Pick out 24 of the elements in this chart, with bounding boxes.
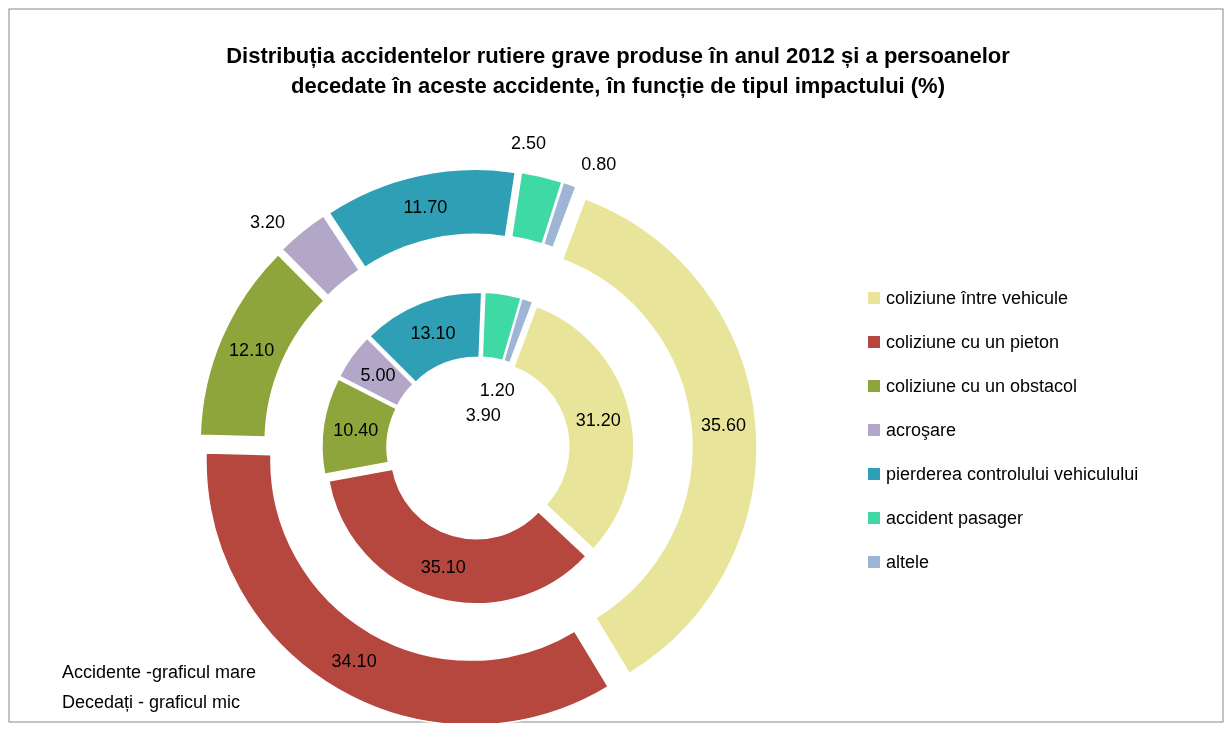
legend-label: altele [886,552,930,572]
data-label: 2.50 [511,133,547,154]
data-label: 31.20 [575,409,621,430]
data-label: 0.80 [581,153,617,174]
data-label: 11.70 [403,197,448,218]
legend-label: coliziune cu un pieton [886,332,1060,352]
legend-label: acroşare [886,420,957,440]
data-label: 35.10 [420,556,466,577]
text: Decedați - graficul mic [62,692,241,712]
data-label: 3.90 [465,405,501,426]
legend-label: pierderea controlului vehiculului [886,464,1139,484]
data-label: 1.20 [479,380,515,401]
data-label: 5.00 [360,365,396,386]
data-label: 34.10 [331,651,377,672]
legend-label: coliziune cu un obstacol [886,376,1078,396]
legend-label: accident pasager [886,508,1024,528]
data-label: 35.60 [700,415,746,436]
data-label: 10.40 [333,420,379,441]
text: Accidente -graficul mare [62,662,257,682]
legend-label: coliziune între vehicule [886,288,1069,308]
data-label: 13.10 [410,322,456,343]
chart-title: Distribuția accidentelor rutiere grave produse în anul 2012 și a persoanelor decedate în aceste accidente, în funcție de tipul impactului (%) [226,43,1011,98]
data-label: 12.10 [229,340,275,361]
data-label: 3.20 [249,211,285,232]
